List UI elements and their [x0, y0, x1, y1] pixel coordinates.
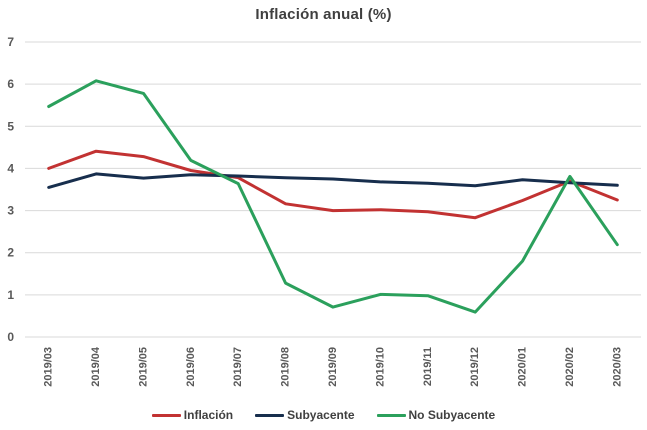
- x-tick-label: 2019/11: [422, 347, 434, 386]
- y-tick-label-6: 6: [7, 77, 14, 91]
- x-tick-label: 2019/09: [327, 347, 339, 387]
- x-tick-label: 2020/03: [611, 347, 623, 387]
- series-line-no-subyacente: [47, 79, 619, 314]
- x-tick-label: 2019/08: [280, 347, 292, 387]
- legend-marker: [151, 413, 181, 417]
- series-line-inflacion: [47, 149, 619, 220]
- x-tick-label: 2020/02: [564, 347, 576, 387]
- x-tick-label: 2019/04: [90, 346, 102, 387]
- legend-item: Subyacente: [255, 408, 355, 422]
- chart-title: Inflación anual (%): [255, 6, 392, 23]
- y-tick-label-4: 4: [7, 161, 14, 175]
- x-tick-label: 2019/10: [374, 347, 386, 387]
- x-tick-label: 2019/07: [232, 347, 244, 387]
- legend-label: Subyacente: [287, 408, 355, 422]
- legend-marker: [376, 413, 406, 417]
- x-tick-label: 2019/06: [185, 347, 197, 387]
- legend-label: Inflación: [183, 408, 234, 422]
- y-tick-label-7: 7: [7, 35, 14, 49]
- legend-item: No Subyacente: [376, 408, 496, 422]
- y-tick-label-0: 0: [7, 330, 14, 344]
- x-tick-label: 2020/01: [517, 347, 529, 387]
- legend-item: Inflación: [151, 408, 234, 422]
- chart-legend: Inflación Subyacente No Subyacente: [0, 405, 647, 425]
- x-tick-label: 2019/12: [469, 347, 481, 387]
- x-tick-label: 2019/03: [43, 347, 55, 387]
- y-tick-label-5: 5: [7, 119, 14, 133]
- x-tick-label: 2019/05: [137, 347, 149, 387]
- y-tick-label-1: 1: [7, 288, 14, 302]
- legend-marker: [255, 413, 285, 417]
- y-tick-label-3: 3: [7, 204, 14, 218]
- legend-label: No Subyacente: [408, 408, 496, 422]
- y-tick-label-2: 2: [7, 246, 14, 260]
- series-line-subyacente: [47, 172, 619, 189]
